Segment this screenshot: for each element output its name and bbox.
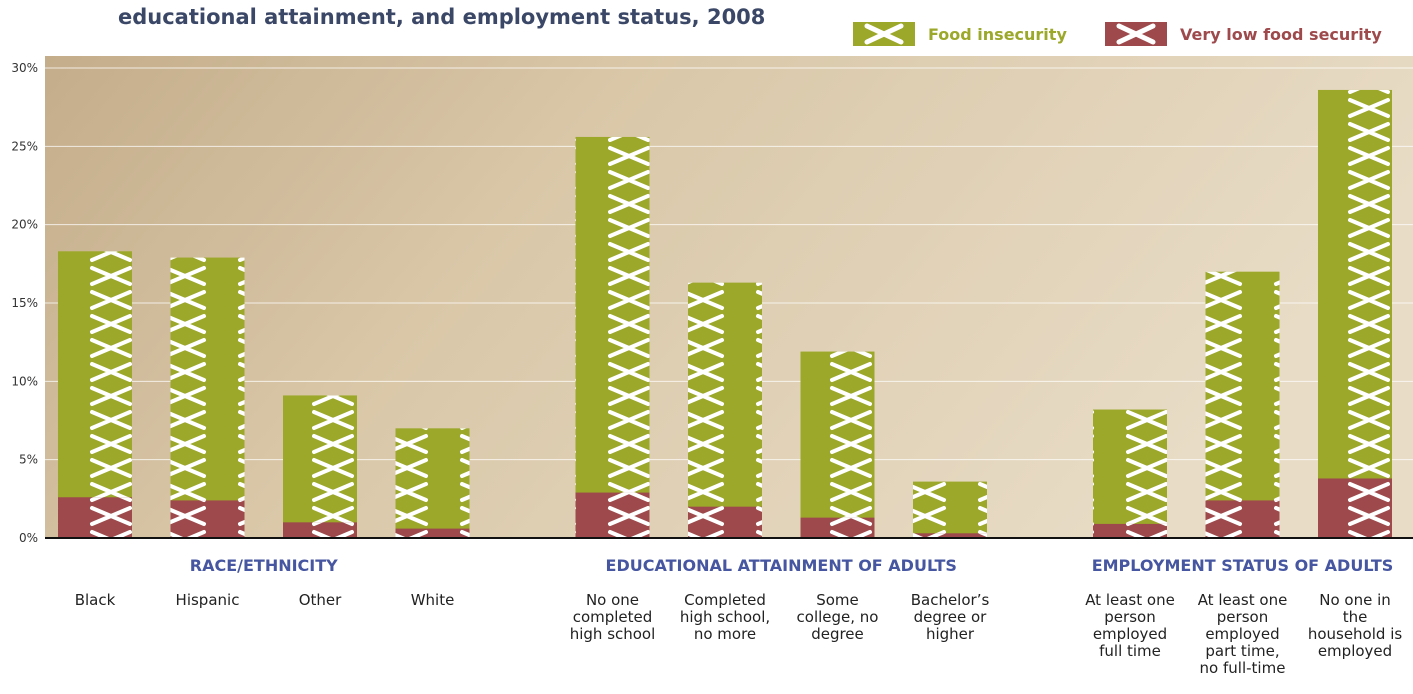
x-tick-label: At least one person employed full time	[1085, 591, 1175, 660]
bar-overlay-pattern	[913, 533, 987, 538]
bar-pattern	[1093, 409, 1167, 538]
y-tick-label: 20%	[11, 218, 38, 232]
chart-title: educational attainment, and employment s…	[118, 5, 765, 29]
bar-overlay-pattern	[1318, 478, 1392, 538]
bar-overlay-pattern	[1093, 523, 1167, 538]
bar-overlay-pattern	[688, 506, 762, 538]
bar-pattern	[800, 351, 875, 538]
x-tick-label: White	[410, 591, 455, 609]
x-tick-label: Hispanic	[175, 591, 240, 609]
legend-label: Very low food security	[1180, 25, 1382, 44]
bar-pattern	[688, 282, 762, 538]
bar-pattern	[1205, 271, 1280, 538]
y-tick-label: 25%	[11, 139, 38, 153]
bar-pattern	[1318, 89, 1392, 538]
x-tick-label: Black	[74, 591, 116, 609]
bar-pattern	[170, 257, 245, 538]
group-label: RACE/ETHNICITY	[189, 556, 338, 575]
x-tick-label: No one in the household is employed	[1307, 591, 1403, 660]
legend-label: Food insecurity	[928, 25, 1067, 44]
group-label: EDUCATIONAL ATTAINMENT OF ADULTS	[605, 556, 957, 575]
bar-overlay-pattern	[283, 522, 357, 538]
y-tick-label: 0%	[19, 531, 38, 545]
x-tick-label: Some college, no degree	[796, 591, 879, 643]
legend-icon	[1116, 23, 1156, 45]
legend-icon	[864, 23, 904, 45]
bar-overlay-pattern	[395, 528, 470, 538]
x-tick-label: No one completed high school	[569, 591, 656, 643]
bar-overlay-pattern	[58, 497, 132, 538]
bar-overlay-pattern	[575, 492, 650, 538]
x-tick-label: At least one person employed part time, …	[1197, 591, 1288, 677]
x-tick-label: Completed high school, no more	[679, 591, 771, 643]
bar-pattern	[283, 395, 357, 538]
bar-overlay-pattern	[170, 500, 245, 538]
bar-pattern	[395, 428, 470, 538]
bar-pattern	[58, 251, 132, 539]
bar-overlay-pattern	[800, 517, 875, 538]
bar-pattern	[575, 136, 650, 538]
bar-overlay-pattern	[1205, 500, 1280, 538]
group-label: EMPLOYMENT STATUS OF ADULTS	[1091, 556, 1394, 575]
y-tick-label: 30%	[11, 61, 38, 75]
x-tick-label: Bachelor’s degree or higher	[910, 591, 990, 643]
bar-pattern	[913, 481, 987, 538]
y-tick-label: 10%	[11, 374, 38, 388]
x-tick-label: Other	[298, 591, 342, 609]
y-tick-label: 15%	[11, 296, 38, 310]
y-tick-label: 5%	[19, 453, 38, 467]
